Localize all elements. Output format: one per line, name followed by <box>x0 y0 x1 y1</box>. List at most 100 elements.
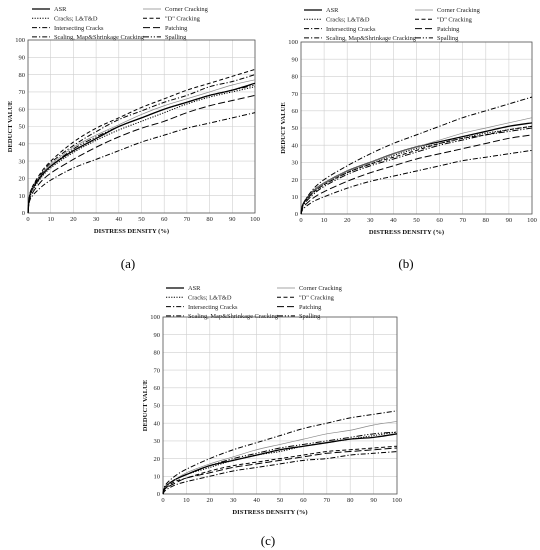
y-tick-label: 80 <box>19 72 26 79</box>
series-line <box>27 112 256 214</box>
y-tick-label: 0 <box>157 491 160 498</box>
series-line <box>300 134 533 215</box>
series-line <box>300 125 533 215</box>
x-axis-label: DISTRESS DENSITY (%) <box>232 509 307 516</box>
x-tick-label: 20 <box>344 217 351 224</box>
x-tick-label: 100 <box>392 497 402 504</box>
y-tick-label: 30 <box>19 158 26 165</box>
y-tick-label: 10 <box>19 193 26 200</box>
legend-entry: ASR <box>54 6 67 13</box>
y-tick-label: 100 <box>288 39 298 46</box>
y-axis-label: DEDUCT VALUE <box>7 100 14 152</box>
x-tick-label: 20 <box>207 497 214 504</box>
legend-entry: Corner Cracking <box>165 6 209 13</box>
x-tick-label: 0 <box>161 497 164 504</box>
legend-entry: ASR <box>188 285 201 292</box>
legend-entry: Patching <box>437 26 460 33</box>
legend-entry: Intersecting Cracks <box>54 25 104 32</box>
x-tick-label: 80 <box>347 497 354 504</box>
legend-entry: ASR <box>326 7 339 14</box>
y-tick-label: 80 <box>154 350 161 357</box>
series-line <box>27 84 256 214</box>
x-tick-label: 90 <box>506 217 513 224</box>
series-line <box>27 79 256 214</box>
x-tick-label: 70 <box>324 497 331 504</box>
x-tick-label: 90 <box>370 497 377 504</box>
series-line <box>27 68 256 214</box>
x-tick-label: 10 <box>47 216 54 223</box>
y-tick-label: 50 <box>19 124 26 131</box>
legend-entry: Intersecting Cracks <box>326 26 376 33</box>
y-tick-label: 70 <box>154 367 161 374</box>
y-tick-label: 40 <box>292 142 299 149</box>
legend-entry: Cracks; L&T&D <box>326 17 370 24</box>
x-tick-label: 50 <box>413 217 420 224</box>
panel-caption: (a) <box>121 256 135 271</box>
x-tick-label: 10 <box>321 217 328 224</box>
x-tick-label: 80 <box>483 217 490 224</box>
x-tick-label: 100 <box>250 216 260 223</box>
panel-caption: (c) <box>261 533 275 548</box>
y-tick-label: 10 <box>292 194 299 201</box>
y-tick-label: 50 <box>154 403 161 410</box>
series-line <box>162 410 398 495</box>
legend-entry: Scaling, Map&Shrinkage Cracking <box>326 35 417 42</box>
legend-entry: "D" Cracking <box>165 16 201 23</box>
x-tick-label: 60 <box>436 217 443 224</box>
x-tick-label: 10 <box>183 497 190 504</box>
y-tick-label: 40 <box>19 141 26 148</box>
legend-entry: Intersecting Cracks <box>188 304 238 311</box>
legend-entry: "D" Cracking <box>437 17 473 24</box>
chart-panel-b: 0 10 20 30 40 50 60 70 80 90 100 0 10 20 30 40 50 60 70 80 9… <box>280 7 537 271</box>
y-axis-label: DEDUCT VALUE <box>280 102 287 154</box>
x-tick-label: 80 <box>206 216 213 223</box>
x-tick-label: 100 <box>527 217 537 224</box>
x-tick-label: 40 <box>116 216 123 223</box>
x-tick-label: 70 <box>184 216 191 223</box>
y-tick-label: 50 <box>292 125 299 132</box>
y-axis-label: DEDUCT VALUE <box>142 379 149 431</box>
y-tick-label: 70 <box>292 91 299 98</box>
legend-entry: Corner Cracking <box>437 7 481 14</box>
y-tick-label: 40 <box>154 420 161 427</box>
series-line <box>27 86 256 214</box>
x-tick-label: 0 <box>299 217 302 224</box>
series-line <box>27 94 256 214</box>
y-tick-label: 80 <box>292 74 299 81</box>
y-tick-label: 10 <box>154 474 161 481</box>
legend-entry: Patching <box>299 304 322 311</box>
y-tick-label: 20 <box>19 176 26 183</box>
x-tick-label: 90 <box>229 216 236 223</box>
series-line <box>162 447 398 495</box>
y-tick-label: 60 <box>19 106 26 113</box>
series-line <box>300 117 533 215</box>
chart-panel-c: 0 10 20 30 40 50 60 70 80 90 100 0 10 20 30 40 50 60 70 80 9… <box>142 285 402 548</box>
y-tick-label: 20 <box>154 456 161 463</box>
x-tick-label: 70 <box>459 217 466 224</box>
y-tick-label: 20 <box>292 177 299 184</box>
legend-entry: "D" Cracking <box>299 295 335 302</box>
y-tick-label: 70 <box>19 89 26 96</box>
y-tick-label: 60 <box>154 385 161 392</box>
x-axis-label: DISTRESS DENSITY (%) <box>94 228 169 235</box>
y-tick-label: 90 <box>154 332 161 339</box>
x-tick-label: 0 <box>26 216 29 223</box>
series-line <box>300 149 533 215</box>
series-line <box>162 431 398 495</box>
x-tick-label: 40 <box>253 497 260 504</box>
legend-entry: Cracks; L&T&D <box>188 295 232 302</box>
panel-caption: (b) <box>398 256 413 271</box>
x-tick-label: 30 <box>230 497 237 504</box>
y-tick-label: 100 <box>150 314 160 321</box>
y-tick-label: 0 <box>22 210 25 217</box>
legend-entry: Spalling <box>165 34 187 41</box>
plot-frame <box>162 316 398 495</box>
legend-entry: Patching <box>165 25 188 32</box>
x-tick-label: 30 <box>367 217 374 224</box>
x-tick-label: 40 <box>390 217 397 224</box>
series-line <box>300 127 533 215</box>
legend-entry: Corner Cracking <box>299 285 343 292</box>
y-tick-label: 30 <box>154 438 161 445</box>
